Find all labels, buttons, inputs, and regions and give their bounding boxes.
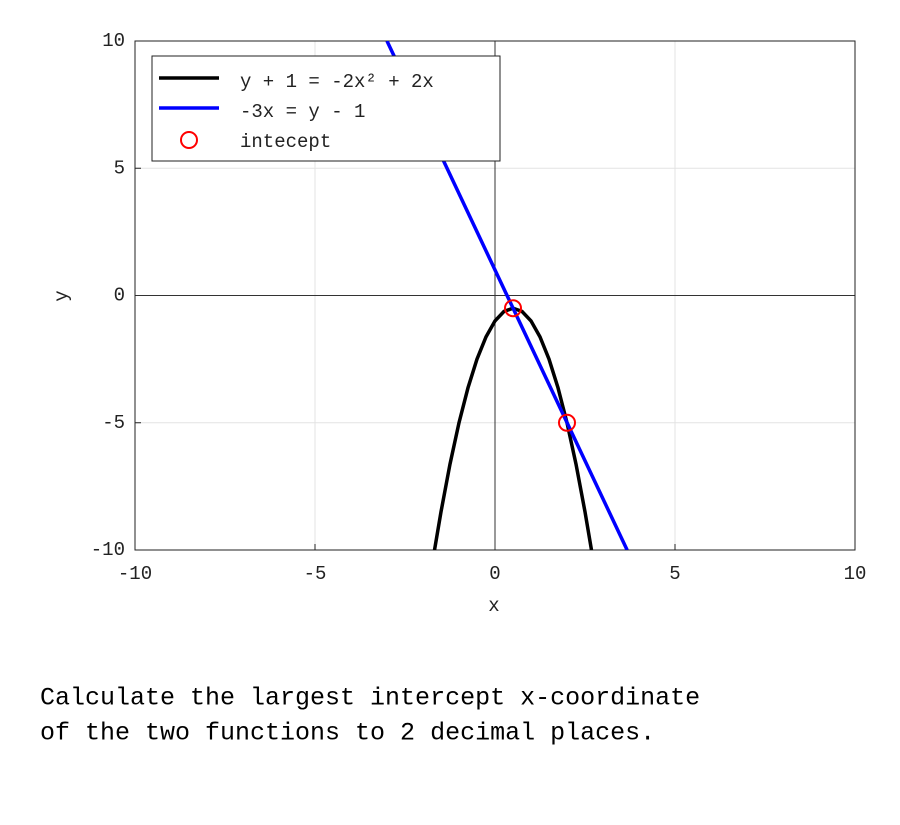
- question-line: of the two functions to 2 decimal places…: [40, 719, 655, 748]
- plot-frame: [134, 40, 856, 551]
- x-axis-label: x: [488, 595, 499, 617]
- legend-label: intecept: [240, 131, 331, 153]
- question-line: Calculate the largest intercept x-coordi…: [40, 684, 700, 713]
- x-tick-label: -10: [118, 563, 152, 585]
- legend-marker: [180, 131, 198, 149]
- x-tick-label: 10: [844, 563, 867, 585]
- y-axis-label: y: [51, 290, 73, 301]
- intercept-point: [558, 413, 576, 432]
- x-tick-label: 0: [489, 563, 500, 585]
- legend-label: -3x = y - 1: [240, 101, 365, 123]
- y-tick-label: 5: [114, 157, 125, 179]
- y-tick-label: -5: [102, 412, 125, 434]
- legend-label: y + 1 = -2x² + 2x: [240, 71, 434, 93]
- intercept-point: [504, 299, 522, 318]
- y-tick-label: 0: [114, 285, 125, 307]
- x-tick-label: 5: [669, 563, 680, 585]
- y-tick-label: -10: [91, 539, 125, 561]
- x-tick-label: -5: [304, 563, 327, 585]
- y-tick-label: 10: [102, 30, 125, 52]
